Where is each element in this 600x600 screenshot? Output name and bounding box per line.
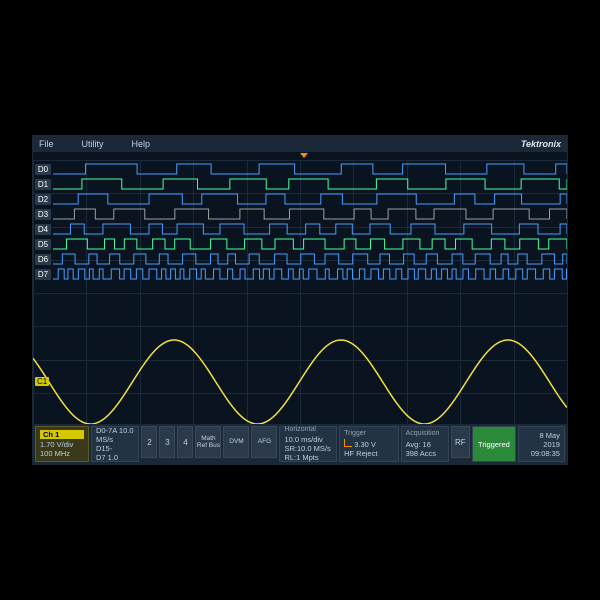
menubar: File Utility Help Tektronix	[33, 136, 567, 152]
ch2-button[interactable]: 2	[141, 426, 157, 458]
waveform-display[interactable]: D0 D1 D2 D3 D4 D5 D6 D7 C1	[33, 160, 567, 424]
horizontal-panel[interactable]: Horizontal 10.0 ms/div SR:10.0 MS/s RL:1…	[279, 426, 337, 462]
acq-avg: Avg: 16	[406, 440, 444, 449]
digital-rate: D0-7A 10.0 MS/s	[96, 426, 134, 444]
afg-button[interactable]: AFG	[251, 426, 277, 458]
rf-button[interactable]: RF	[451, 426, 469, 458]
date: 8 May 2019	[523, 431, 560, 449]
digital-panel[interactable]: D0-7A 10.0 MS/s D15- D7 1.0	[91, 426, 139, 462]
ch1-scale: 1.70 V/div	[40, 440, 84, 449]
acquisition-panel[interactable]: Acquisition Avg: 16 398 Accs	[401, 426, 449, 462]
ch1-marker[interactable]: C1	[35, 377, 49, 386]
brand-logo: Tektronix	[521, 139, 561, 149]
digital-label-d0[interactable]: D0	[35, 164, 51, 175]
digital-label-d5[interactable]: D5	[35, 239, 51, 250]
digital-label-d4[interactable]: D4	[35, 224, 51, 235]
digital-label-d6[interactable]: D6	[35, 254, 51, 265]
digital-label-d2[interactable]: D2	[35, 194, 51, 205]
menu-file[interactable]: File	[39, 139, 54, 149]
trigger-mode: HF Reject	[344, 449, 393, 458]
digital-extra: D7 1.0	[96, 453, 134, 462]
ch1-title: Ch 1	[40, 430, 84, 439]
dvm-button[interactable]: DVM	[223, 426, 249, 458]
status-bar: Ch 1 1.70 V/div 100 MHz D0-7A 10.0 MS/s …	[33, 424, 567, 464]
trigger-position-bar	[33, 152, 567, 160]
ch1-bandwidth: 100 MHz	[40, 449, 84, 458]
oscilloscope-window: File Utility Help Tektronix D0 D1 D2 D3 D4 D5…	[32, 135, 568, 465]
trigger-panel[interactable]: Trigger 3.30 V HF Reject	[339, 426, 398, 462]
sample-rate: SR:10.0 MS/s	[284, 444, 332, 453]
ch4-button[interactable]: 4	[177, 426, 193, 458]
digital-label-d3[interactable]: D3	[35, 209, 51, 220]
trigger-level: 3.30 V	[344, 439, 393, 449]
trigger-status: Triggered	[472, 426, 517, 462]
channel1-panel[interactable]: Ch 1 1.70 V/div 100 MHz	[35, 426, 89, 462]
record-length: RL:1 Mpts	[284, 453, 332, 462]
menu-help[interactable]: Help	[132, 139, 151, 149]
digital-label-d1[interactable]: D1	[35, 179, 51, 190]
digital-label-d7[interactable]: D7	[35, 269, 51, 280]
math-button[interactable]: Math Ref Bus	[195, 426, 221, 458]
time: 09:08:35	[523, 449, 560, 458]
edge-icon	[344, 439, 352, 447]
ch3-button[interactable]: 3	[159, 426, 175, 458]
horizontal-header: Horizontal	[284, 426, 332, 434]
acq-count: 398 Accs	[406, 449, 444, 458]
datetime-panel: 8 May 2019 09:08:35	[518, 426, 565, 462]
trigger-header: Trigger	[344, 430, 393, 438]
acquisition-header: Acquisition	[406, 430, 444, 438]
menu-utility[interactable]: Utility	[82, 139, 104, 149]
timebase: 10.0 ms/div	[284, 435, 332, 444]
digital-range: D15-	[96, 444, 134, 453]
trigger-marker-icon[interactable]	[300, 153, 308, 158]
channel-buttons: 2 3 4 Math Ref Bus DVM AFG	[141, 426, 277, 462]
